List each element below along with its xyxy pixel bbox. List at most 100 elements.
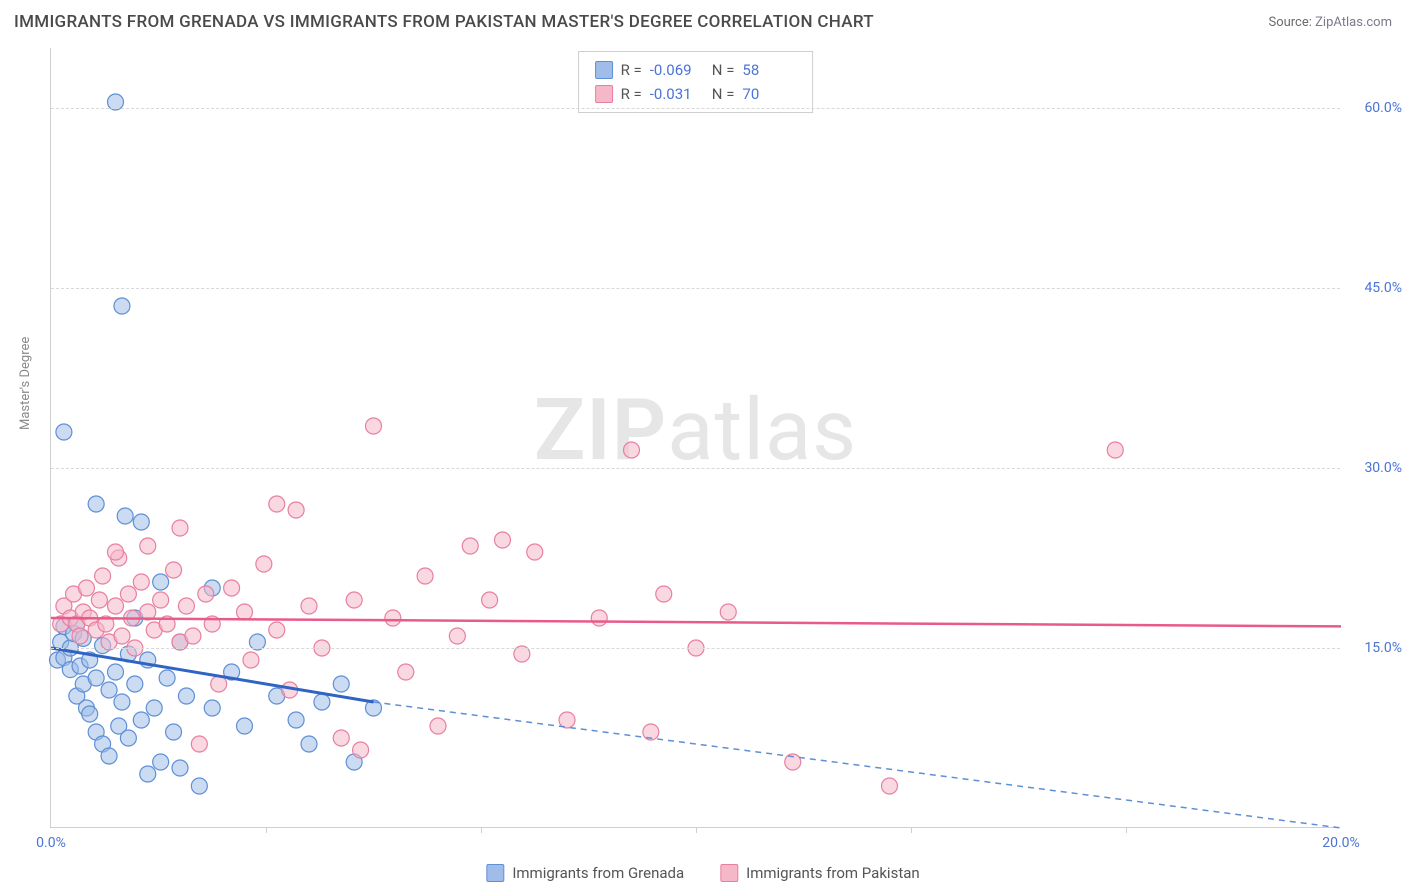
scatter-point [482, 592, 498, 608]
swatch-series-1 [486, 864, 504, 882]
scatter-point [462, 538, 478, 554]
scatter-point [591, 610, 607, 626]
scatter-point [417, 568, 433, 584]
scatter-point [127, 676, 143, 692]
scatter-point [269, 496, 285, 512]
scatter-point [398, 664, 414, 680]
scatter-point [117, 508, 133, 524]
scatter-point [172, 520, 188, 536]
scatter-point [301, 598, 317, 614]
scatter-point [430, 718, 446, 734]
stat-n-label: N = [712, 58, 735, 82]
scatter-point [153, 592, 169, 608]
scatter-point [78, 580, 94, 596]
scatter-point [314, 694, 330, 710]
x-tick-mark [1126, 827, 1127, 833]
scatter-point [269, 622, 285, 638]
source-link[interactable]: ZipAtlas.com [1315, 15, 1392, 30]
scatter-point [224, 580, 240, 596]
legend-label-1: Immigrants from Grenada [512, 864, 684, 882]
scatter-point [101, 682, 117, 698]
plot-area: ZIPatlas R = -0.069 N = 58 R = -0.031 N … [50, 48, 1340, 828]
scatter-point [108, 598, 124, 614]
scatter-point [366, 418, 382, 434]
scatter-point [449, 628, 465, 644]
scatter-point [72, 628, 88, 644]
source-prefix: Source: [1268, 15, 1315, 30]
stats-row-1: R = -0.069 N = 58 [595, 58, 797, 82]
regression-line [51, 618, 1341, 626]
scatter-point [95, 568, 111, 584]
scatter-point [656, 586, 672, 602]
gridline [51, 468, 1340, 469]
scatter-point [172, 760, 188, 776]
scatter-point [108, 664, 124, 680]
scatter-point [191, 778, 207, 794]
scatter-point [720, 604, 736, 620]
scatter-point [346, 592, 362, 608]
scatter-point [108, 544, 124, 560]
scatter-point [56, 424, 72, 440]
scatter-point [140, 766, 156, 782]
scatter-point [301, 736, 317, 752]
x-tick-mark [481, 827, 482, 833]
scatter-point [114, 628, 130, 644]
stat-n-value-1: 58 [742, 58, 796, 82]
scatter-point [133, 514, 149, 530]
stat-r-label: R = [621, 58, 642, 82]
x-tick-mark [266, 827, 267, 833]
scatter-point [527, 544, 543, 560]
scatter-point [237, 718, 253, 734]
legend-item-2: Immigrants from Pakistan [720, 864, 920, 882]
legend-item-1: Immigrants from Grenada [486, 864, 684, 882]
scatter-point [385, 610, 401, 626]
scatter-point [243, 652, 259, 668]
stat-n-value-2: 70 [742, 82, 796, 106]
y-tick-label: 45.0% [1364, 280, 1402, 296]
scatter-point [101, 748, 117, 764]
x-tick-mark [696, 827, 697, 833]
scatter-point [1107, 442, 1123, 458]
scatter-point [204, 700, 220, 716]
title-bar: IMMIGRANTS FROM GRENADA VS IMMIGRANTS FR… [14, 12, 1392, 32]
scatter-point [288, 502, 304, 518]
gridline [51, 108, 1340, 109]
scatter-point [624, 442, 640, 458]
stats-row-2: R = -0.031 N = 70 [595, 82, 797, 106]
x-tick-label: 20.0% [1322, 835, 1360, 851]
y-tick-label: 30.0% [1364, 460, 1402, 476]
scatter-point [882, 778, 898, 794]
scatter-point [333, 676, 349, 692]
scatter-point [178, 688, 194, 704]
swatch-series-2 [720, 864, 738, 882]
y-tick-label: 15.0% [1364, 640, 1402, 656]
scatter-point [133, 574, 149, 590]
scatter-point [82, 706, 98, 722]
scatter-point [146, 700, 162, 716]
x-tick-mark [911, 827, 912, 833]
scatter-point [237, 604, 253, 620]
scatter-point [153, 574, 169, 590]
stat-r-value-1: -0.069 [650, 58, 704, 82]
scatter-point [178, 598, 194, 614]
scatter-point [166, 724, 182, 740]
scatter-point [120, 586, 136, 602]
stat-n-label: N = [712, 82, 735, 106]
y-axis-label: Master's Degree [18, 337, 33, 430]
scatter-point [88, 496, 104, 512]
scatter-point [256, 556, 272, 572]
source-attribution: Source: ZipAtlas.com [1268, 15, 1392, 30]
scatter-point [185, 628, 201, 644]
stat-r-value-2: -0.031 [650, 82, 704, 106]
scatter-point [88, 670, 104, 686]
scatter-point [495, 532, 511, 548]
scatter-point [166, 562, 182, 578]
regression-line-extrapolated [374, 702, 1342, 828]
scatter-point [191, 736, 207, 752]
scatter-point [114, 694, 130, 710]
scatter-point [140, 538, 156, 554]
stat-r-label: R = [621, 82, 642, 106]
scatter-point [559, 712, 575, 728]
scatter-point [133, 712, 149, 728]
stats-legend: R = -0.069 N = 58 R = -0.031 N = 70 [578, 51, 814, 113]
